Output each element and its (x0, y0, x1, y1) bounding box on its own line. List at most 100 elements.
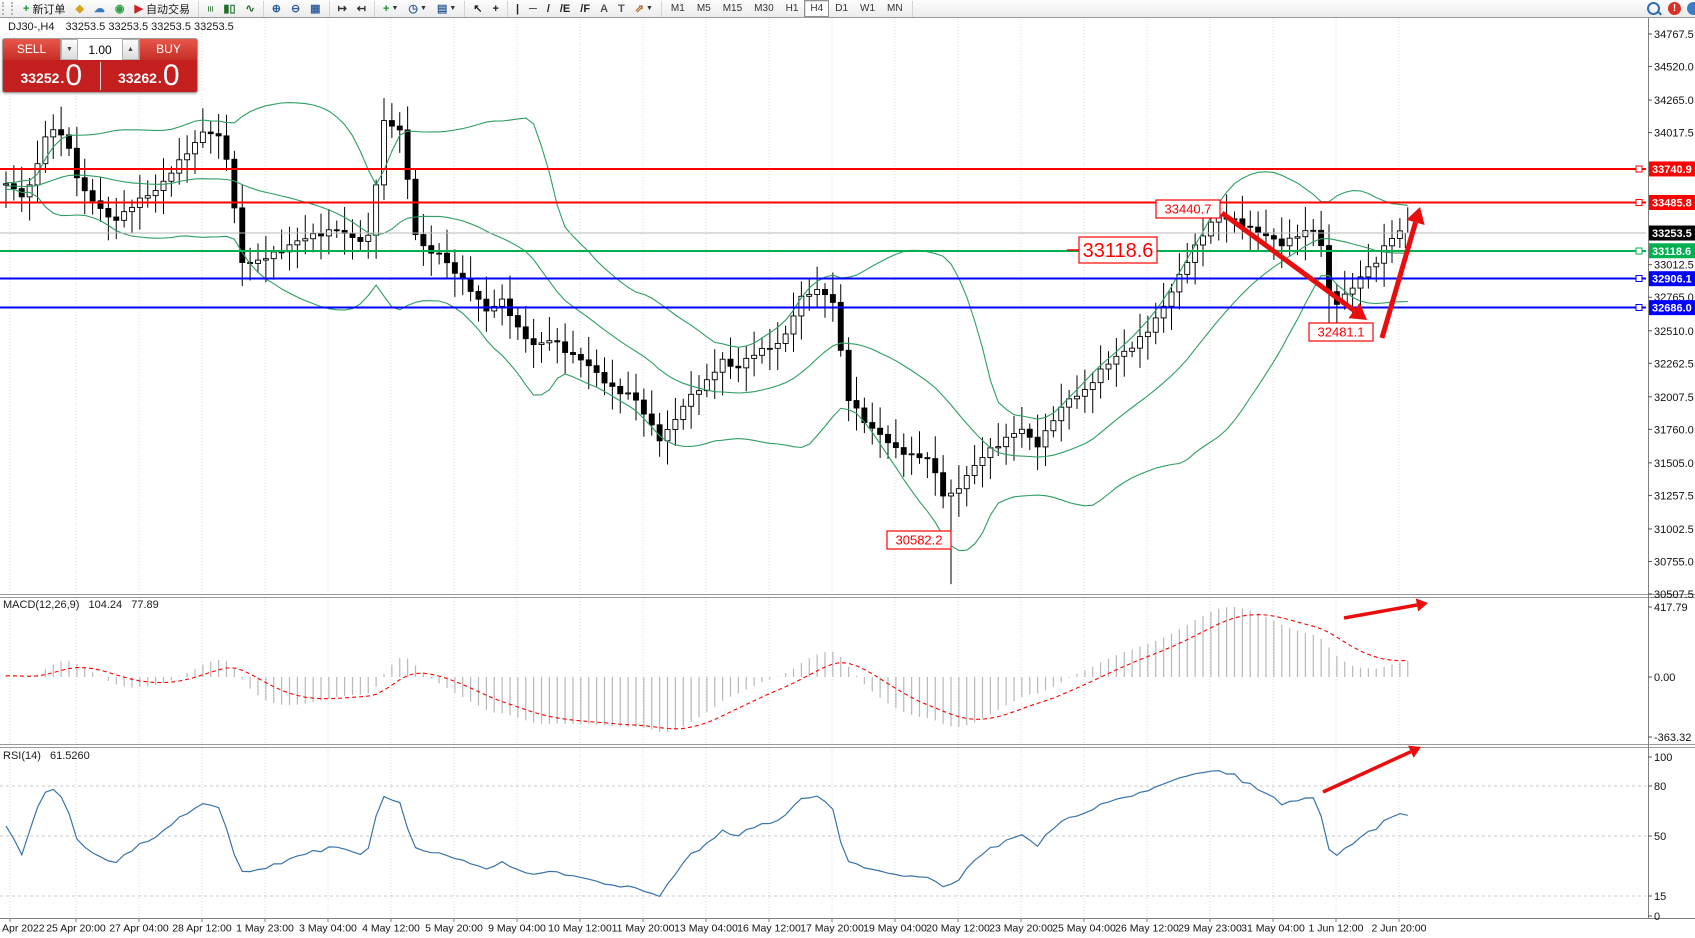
cursor-button[interactable]: ↖ (469, 0, 486, 17)
candle (483, 276, 490, 332)
volume-increase-button[interactable]: ▲ (122, 39, 139, 60)
templates-button[interactable]: ▤ ▼ (433, 0, 460, 17)
volume-input[interactable] (78, 39, 122, 60)
indicators-button[interactable]: + ▼ (379, 0, 402, 17)
template-icon: ▤ (436, 2, 448, 15)
trendline-icon: / (546, 2, 550, 15)
timeframe-mn[interactable]: MN (887, 3, 903, 14)
text-label-button[interactable]: T (614, 0, 629, 17)
line-chart-button[interactable]: ∿ (242, 0, 259, 17)
alert-icon[interactable]: ! (1668, 2, 1681, 15)
candle (310, 223, 317, 253)
candle (1333, 283, 1340, 325)
cursor-group: ↖ + (465, 0, 508, 17)
timeframe-h1[interactable]: H1 (785, 3, 799, 14)
profile-button[interactable]: ☁ (90, 0, 109, 17)
text-button[interactable]: A (596, 0, 612, 17)
line-anchor-marker[interactable] (1635, 165, 1643, 173)
timeframe-m5[interactable]: M5 (696, 3, 711, 14)
gold-button[interactable]: ◆ (71, 0, 87, 17)
search-icon[interactable] (1647, 2, 1660, 15)
candle (1247, 210, 1254, 251)
new-order-button[interactable]: + 新订单 (19, 0, 69, 17)
trend-arrows[interactable] (1220, 207, 1428, 794)
candle (1074, 375, 1080, 409)
price-annotation[interactable]: 32481.1 (1308, 322, 1374, 342)
auto-scroll-button[interactable]: ↦ (334, 0, 351, 17)
price-annotation[interactable]: 33440.7 (1155, 199, 1221, 219)
price-tick-label: 34017.5 (1654, 128, 1694, 140)
candle (861, 397, 868, 434)
timeframe-w1[interactable]: W1 (860, 3, 876, 14)
price-annotation[interactable]: 30582.2 (886, 530, 952, 550)
candle (822, 283, 828, 318)
candle (1357, 260, 1364, 312)
sell-price[interactable]: 33252 . 0 (3, 60, 100, 92)
candle (617, 378, 624, 414)
arrows-object-button[interactable]: ⇗ ▼ (631, 0, 657, 17)
candle (1050, 406, 1057, 438)
auto-trading-button[interactable]: ▶ 自动交易 (131, 0, 194, 17)
chart-shift-button[interactable]: ↤ (353, 0, 370, 17)
price-tick-label: 32510.0 (1654, 326, 1694, 338)
symbol-period-label: DJ30-,H4 (8, 21, 55, 33)
line-anchor-marker[interactable] (1635, 247, 1643, 255)
bar-chart-button[interactable]: ≡ (203, 0, 217, 17)
zoom-group: ⊕ ⊖ ▦ (264, 0, 330, 17)
timeframe-m1[interactable]: M1 (670, 3, 685, 14)
price-tick-label: 30755.0 (1654, 556, 1694, 568)
timeframe-d1[interactable]: D1 (835, 3, 849, 14)
zoom-in-button[interactable]: ⊕ (268, 0, 285, 17)
sell-price-pip: 0 (65, 59, 82, 92)
timeframe-m30[interactable]: M30 (754, 3, 774, 14)
fibonacci-fan-button[interactable]: /F (576, 0, 594, 17)
line-anchor-marker[interactable] (1635, 275, 1643, 283)
price-plate-label: 32906.1 (1652, 274, 1692, 286)
candle (625, 371, 632, 400)
candle (239, 184, 246, 287)
vertical-line-button[interactable]: | (512, 0, 523, 17)
candle (971, 445, 978, 485)
trendline-button[interactable]: / (543, 0, 554, 17)
candle (751, 331, 758, 377)
periods-button[interactable]: ◷ ▼ (404, 0, 431, 17)
line-anchor-marker[interactable] (1635, 304, 1643, 312)
chat-icon[interactable] (1687, 2, 1695, 15)
candle (420, 213, 427, 266)
svg-text:33440.7: 33440.7 (1165, 202, 1212, 217)
candle (1318, 210, 1325, 257)
price-annotation[interactable]: 33118.6 (1067, 236, 1158, 264)
horizontal-line-button[interactable]: ─ (525, 0, 541, 17)
crosshair-button[interactable]: + (489, 0, 503, 17)
timeframe-m15[interactable]: M15 (722, 3, 743, 14)
candle (1381, 223, 1388, 287)
line-anchor-marker[interactable] (1635, 198, 1643, 206)
tile-windows-button[interactable]: ▦ (306, 0, 324, 17)
candle (869, 402, 876, 445)
price-plate-label: 33485.8 (1652, 197, 1692, 209)
candle (436, 243, 443, 265)
candle (680, 398, 687, 430)
fibonacci-button[interactable]: /E (556, 0, 574, 17)
candlestick-button[interactable]: ▮▯ (219, 0, 239, 17)
macd-tick-label: -363.32 (1654, 732, 1691, 744)
buy-price[interactable]: 33262 . 0 (101, 60, 198, 92)
zoom-out-button[interactable]: ⊖ (287, 0, 304, 17)
price-tick-label: 34767.5 (1654, 29, 1694, 41)
toolbar-grip[interactable] (2, 2, 13, 15)
trade-panel-row-buttons: SELL ▼ ▲ BUY (3, 39, 197, 60)
candle (1121, 329, 1128, 377)
sell-button[interactable]: SELL (3, 39, 60, 60)
rsi-pane-label: RSI(14) 61.5260 (3, 750, 90, 762)
buy-button[interactable]: BUY (140, 39, 197, 60)
timeframe-h4[interactable]: H4 (804, 0, 830, 17)
candle (601, 357, 608, 396)
volume-decrease-button[interactable]: ▼ (61, 39, 78, 60)
chart-annotations: 33440.7 33118.6 32481.1 30582.2 (886, 199, 1374, 550)
rsi-name: RSI(14) (3, 750, 41, 762)
signal-button[interactable]: ◉ (111, 0, 129, 17)
auto-trading-icon: ▶ (134, 2, 143, 15)
candle (192, 130, 198, 174)
candle (877, 407, 884, 459)
